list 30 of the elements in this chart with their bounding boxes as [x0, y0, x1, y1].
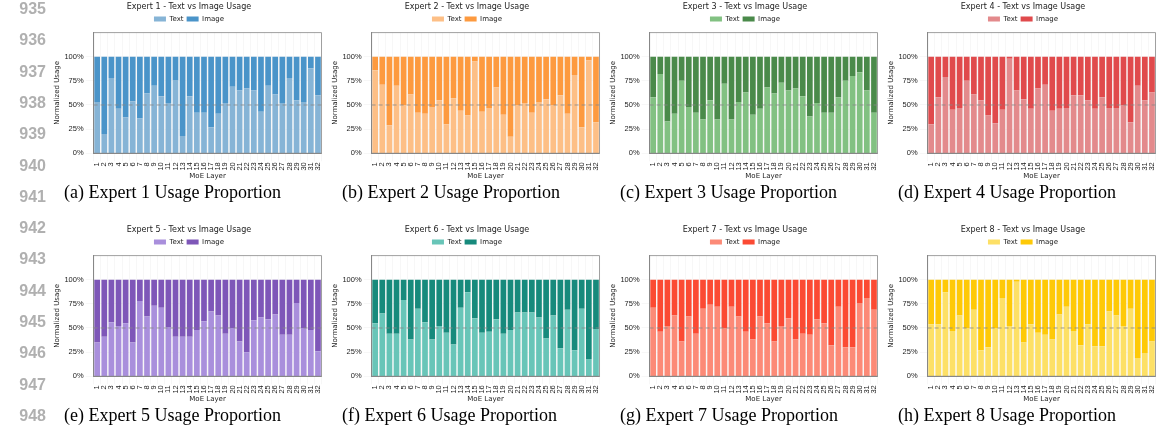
text: (a) Expert 1 Usage Proportion — [63, 182, 282, 202]
text: 944 — [18, 281, 46, 300]
text: (g) Expert 7 Usage Proportion — [619, 405, 839, 425]
chart-title: Expert 4 - Text vs Image Usage — [960, 1, 1086, 11]
text: 948 — [18, 406, 46, 425]
chart-title: Expert 1 - Text vs Image Usage — [126, 1, 252, 11]
chart-title: Expert 6 - Text vs Image Usage — [404, 224, 530, 234]
chart-title: Expert 3 - Text vs Image Usage — [682, 1, 808, 11]
text: 945 — [18, 313, 46, 331]
text: 936 — [18, 31, 46, 50]
text: (b) Expert 2 Usage Proportion — [341, 182, 561, 202]
text: 937 — [18, 62, 46, 81]
text: (e) Expert 5 Usage Proportion — [63, 405, 282, 425]
text: (h) Expert 8 Usage Proportion — [897, 405, 1117, 425]
text: 938 — [18, 93, 46, 112]
text: (d) Expert 4 Usage Proportion — [897, 182, 1117, 202]
text: 942 — [18, 219, 46, 238]
chart-title: Expert 2 - Text vs Image Usage — [404, 1, 530, 11]
text: 939 — [18, 125, 46, 144]
text: 943 — [18, 250, 46, 269]
text: 941 — [18, 187, 46, 206]
text: (f) Expert 6 Usage Proportion — [341, 405, 558, 425]
text: 935 — [18, 0, 46, 18]
text: 947 — [18, 375, 46, 394]
chart-title: Expert 5 - Text vs Image Usage — [126, 224, 252, 234]
chart-title: Expert 7 - Text vs Image Usage — [682, 224, 808, 234]
text: 946 — [18, 344, 46, 363]
text: (c) Expert 3 Usage Proportion — [619, 182, 838, 202]
chart-title: Expert 8 - Text vs Image Usage — [960, 224, 1086, 234]
text: 940 — [18, 156, 46, 175]
